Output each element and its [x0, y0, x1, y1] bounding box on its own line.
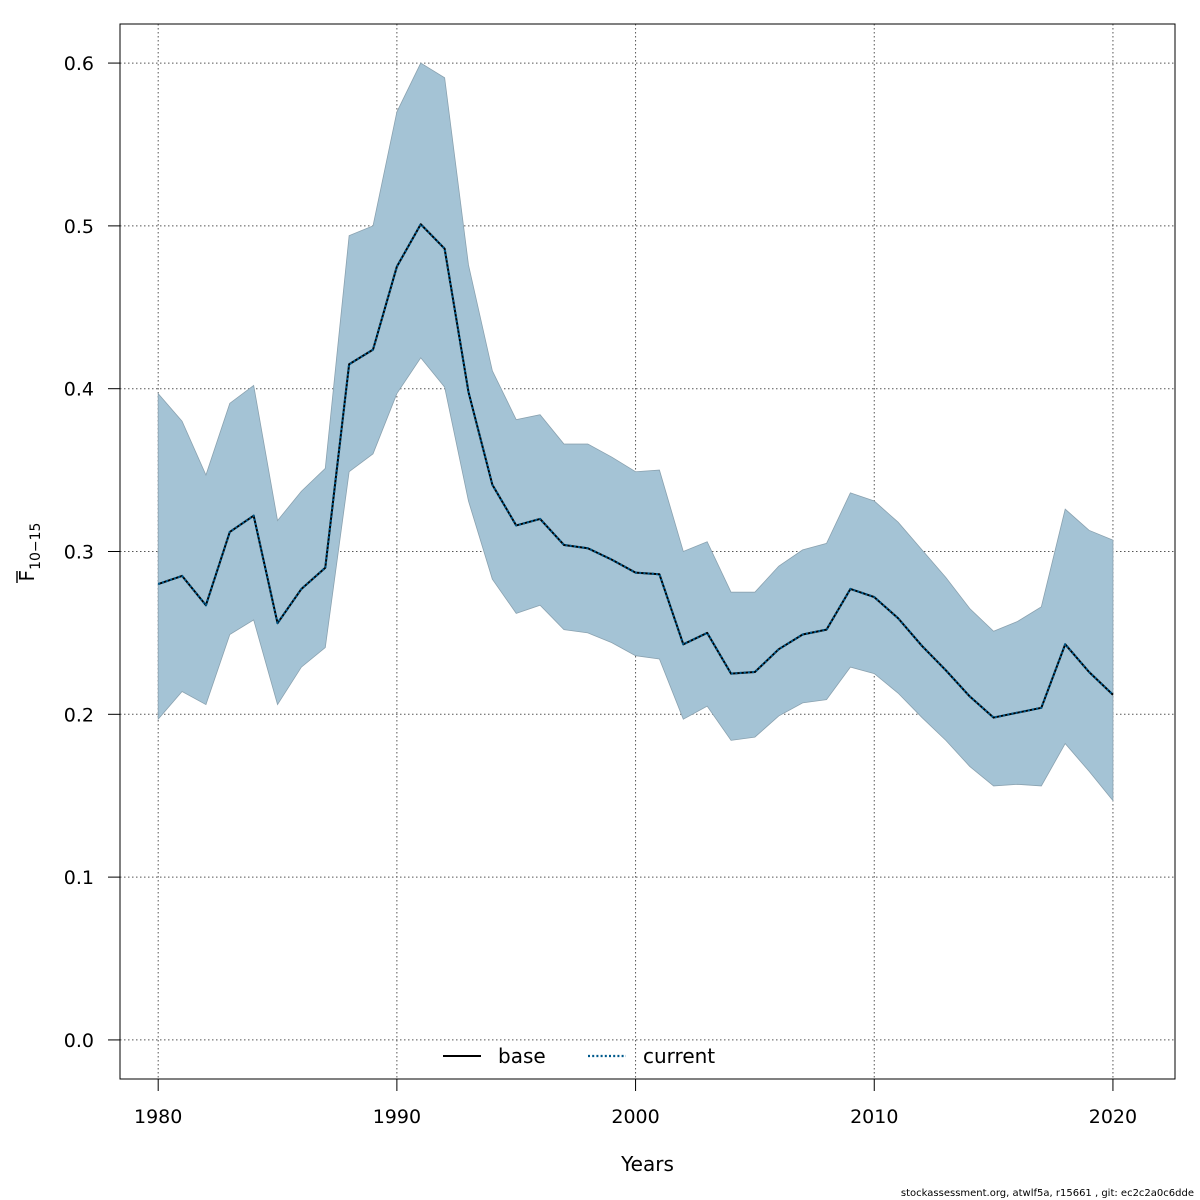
x-tick-label: 2010: [850, 1106, 898, 1128]
axes: 0.0 0.1 0.2 0.3 0.4 0.5 0.6 1980 1990 2000 2010 202…: [64, 53, 1137, 1128]
footer-credit: stockassessment.org, atwlf5a, r15661 , g…: [900, 1188, 1194, 1199]
y-axis-title: F10−15: [15, 523, 44, 583]
legend-label-base: base: [498, 1044, 546, 1068]
y-axis-title-group: F10−15: [15, 523, 44, 583]
x-tick-label: 2000: [611, 1106, 659, 1128]
x-axis-title: Years: [620, 1152, 674, 1176]
y-tick-label: 0.2: [64, 704, 94, 726]
legend-label-current: current: [643, 1044, 715, 1068]
legend: base current: [443, 1044, 715, 1068]
y-tick-label: 0.5: [64, 216, 94, 238]
x-tick-label: 1990: [373, 1106, 421, 1128]
y-tick-label: 0.3: [64, 542, 94, 564]
y-tick-label: 0.6: [64, 53, 94, 75]
x-tick-label: 1980: [134, 1106, 182, 1128]
y-axis-title-text: F10−15: [15, 523, 44, 582]
confidence-band: [157, 62, 1114, 802]
y-tick-label: 0.4: [64, 379, 94, 401]
series-line-current: [157, 223, 1114, 719]
y-tick-label: 0.1: [64, 867, 94, 889]
y-tick-label: 0.0: [64, 1030, 94, 1052]
x-tick-label: 2020: [1089, 1106, 1137, 1128]
confidence-band-area: [157, 62, 1114, 802]
series-lines: [157, 223, 1114, 719]
